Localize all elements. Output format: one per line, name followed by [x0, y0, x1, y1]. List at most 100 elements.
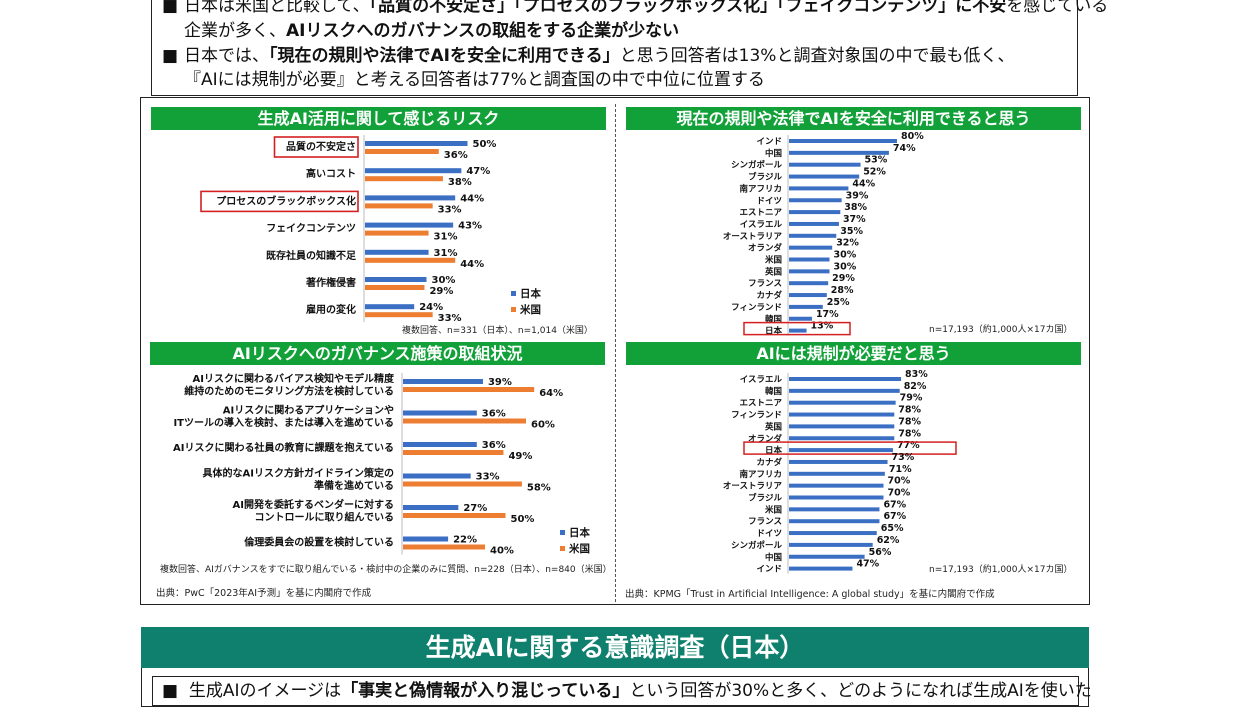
data-label: 52% — [863, 167, 886, 178]
category-label: 品質の不安定さ — [286, 140, 356, 153]
source-left: 出典：PwC「2023年AI予測」を基に内閣府で作成 — [156, 588, 372, 599]
source-right: 出典：KPMG「Trust in Artificial Intelligence… — [625, 589, 995, 600]
bar-japan — [365, 168, 462, 174]
country-label: 南アフリカ — [739, 469, 782, 480]
data-label: 30% — [432, 275, 456, 286]
bar — [789, 245, 833, 250]
data-label: 31% — [434, 248, 458, 259]
data-label: 44% — [460, 193, 484, 204]
data-label: 25% — [827, 297, 850, 308]
data-label: 22% — [453, 535, 477, 546]
data-label: 47% — [856, 559, 879, 570]
bar-japan — [403, 442, 477, 447]
data-label: 32% — [836, 238, 859, 249]
category-label: AIリスクに関わるアプリケーションや — [223, 403, 394, 416]
country-label: エストニア — [739, 208, 782, 218]
country-label: ドイツ — [756, 529, 782, 539]
bullet-square-icon: ■ — [162, 46, 179, 66]
bar-japan — [403, 473, 471, 479]
bar-usa — [403, 418, 526, 424]
bar — [789, 257, 830, 262]
data-label: 43% — [458, 221, 482, 232]
bullet-square-icon: ■ — [162, 681, 179, 701]
bar-japan — [365, 195, 456, 201]
legend-swatch-japan — [511, 291, 516, 296]
country-label: オランダ — [748, 243, 783, 254]
bar — [789, 507, 880, 512]
data-label: 38% — [448, 177, 472, 188]
bar-japan — [403, 410, 477, 416]
bar-usa — [403, 513, 506, 518]
charts-panel — [140, 97, 1090, 605]
highlight-box — [743, 441, 957, 455]
country-label: インド — [756, 565, 782, 575]
bar-japan — [365, 277, 427, 282]
data-label: 62% — [877, 535, 900, 546]
data-label: 33% — [438, 204, 462, 215]
summary-line-2: 企業が多く、AIリスクへのガバナンスの取組をする企業が少ない — [184, 21, 680, 41]
legend-label: 米国 — [519, 303, 541, 316]
bar — [789, 304, 823, 309]
data-label: 78% — [898, 428, 921, 439]
data-label: 60% — [531, 420, 555, 431]
data-label: 70% — [888, 476, 911, 487]
bar-usa — [365, 285, 425, 290]
summary-line-4: 『AIには規制が必要』と考える回答者は77%と調査国の中で中位に位置する — [184, 70, 765, 90]
data-label: 71% — [889, 464, 912, 475]
safe-use-chart-note: n=17,193（約1,000人×17カ国） — [929, 325, 1073, 335]
summary-line-1: ■ 日本は米国と比較して、「品質の不安定さ」「プロセスのブラックボックス化」「フェ… — [162, 0, 1108, 17]
data-label: 29% — [832, 273, 855, 284]
data-label: 33% — [476, 472, 500, 483]
country-label: オランダ — [748, 433, 783, 444]
data-label: 17% — [816, 309, 839, 320]
data-label: 30% — [834, 261, 857, 272]
data-label: 40% — [490, 546, 514, 557]
data-label: 50% — [511, 514, 535, 525]
country-label: ドイツ — [756, 196, 782, 206]
category-label: フェイクコンテンツ — [266, 223, 356, 235]
bar — [789, 281, 829, 286]
risk-chart: 品質の不安定さ 50% 36% 高いコスト 47%38% プロセスのブラックボックス化 44… — [200, 135, 541, 322]
category-label: 準備を進めている — [314, 479, 394, 492]
data-label: 39% — [488, 377, 512, 388]
country-label: イスラエル — [740, 375, 783, 385]
bar — [789, 210, 841, 215]
highlight-box — [743, 321, 851, 336]
bar-usa — [403, 481, 522, 487]
bar — [789, 328, 807, 333]
bar — [789, 162, 861, 167]
data-label: 78% — [898, 416, 921, 427]
bar-japan — [403, 536, 449, 542]
country-label: シンガポール — [731, 160, 783, 171]
chart-title-risk: 生成AI活用に関して感じるリスク — [151, 107, 606, 130]
data-label: 28% — [831, 285, 854, 296]
bar-usa — [403, 387, 535, 392]
bar — [789, 388, 900, 393]
country-label: イスラエル — [740, 220, 783, 230]
legend-swatch-usa — [511, 307, 516, 312]
data-label: 64% — [539, 388, 563, 399]
data-label: 77% — [897, 440, 920, 451]
country-label: フランス — [748, 279, 782, 289]
summary-box: ■ 日本は米国と比較して、「品質の不安定さ」「プロセスのブラックボックス化」「フェ… — [151, 0, 1108, 96]
country-label: カナダ — [756, 290, 782, 301]
data-label: 37% — [843, 214, 866, 225]
data-label: 30% — [834, 250, 857, 261]
country-label: ブラジル — [748, 172, 782, 183]
data-label: 29% — [429, 286, 453, 297]
bar — [789, 531, 877, 536]
data-label: 38% — [844, 202, 867, 213]
data-label: 36% — [482, 409, 506, 420]
regulation-chart: イスラエル 83% 韓国 82% エストニア 79% フィンランド 78% 英国 78% オランダ 7… — [723, 370, 957, 575]
data-label: 79% — [900, 393, 923, 404]
country-label: オーストラリア — [723, 482, 783, 492]
bar — [789, 471, 885, 476]
bar — [789, 436, 895, 441]
bar — [789, 174, 860, 179]
country-label: 米国 — [765, 255, 782, 266]
bar — [789, 139, 897, 143]
country-label: インド — [756, 137, 782, 147]
chart-title-safe-use: 現在の規則や法律でAIを安全に利用できると思う — [626, 107, 1081, 130]
country-label: ブラジル — [748, 493, 782, 504]
bar-japan — [403, 379, 483, 384]
